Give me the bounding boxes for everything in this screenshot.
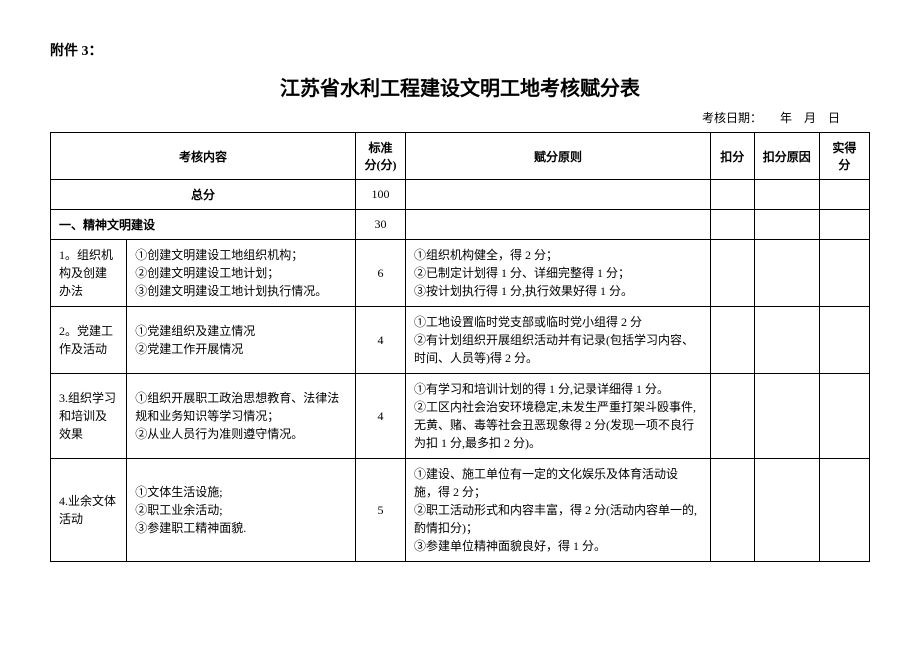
section-label: 一、精神文明建设 — [51, 210, 356, 240]
row-deduct — [710, 459, 754, 562]
header-deduct: 扣分 — [710, 133, 754, 180]
row-name: 3.组织学习和培训及效果 — [51, 374, 127, 459]
row-score: 6 — [355, 240, 405, 307]
total-actual — [819, 180, 869, 210]
header-standard: 标准分(分) — [355, 133, 405, 180]
row-content: ①党建组织及建立情况②党建工作开展情况 — [127, 307, 356, 374]
page-title: 江苏省水利工程建设文明工地考核赋分表 — [50, 72, 870, 101]
section-row: 一、精神文明建设 30 — [51, 210, 870, 240]
section-deduct — [710, 210, 754, 240]
table-row: 2。党建工作及活动 ①党建组织及建立情况②党建工作开展情况 4 ①工地设置临时党… — [51, 307, 870, 374]
row-deduct — [710, 240, 754, 307]
section-score: 30 — [355, 210, 405, 240]
row-name: 4.业余文体活动 — [51, 459, 127, 562]
row-principle: ①工地设置临时党支部或临时党小组得 2 分②有计划组织开展组织活动并有记录(包括… — [406, 307, 711, 374]
total-principle — [406, 180, 711, 210]
row-actual — [819, 374, 869, 459]
header-actual: 实得分 — [819, 133, 869, 180]
header-principle: 赋分原则 — [406, 133, 711, 180]
table-row: 4.业余文体活动 ①文体生活设施;②职工业余活动;③参建职工精神面貌. 5 ①建… — [51, 459, 870, 562]
section-actual — [819, 210, 869, 240]
row-name: 1。组织机构及创建办法 — [51, 240, 127, 307]
row-principle: ①有学习和培训计划的得 1 分,记录详细得 1 分。②工区内社会治安环境稳定,未… — [406, 374, 711, 459]
score-table: 考核内容 标准分(分) 赋分原则 扣分 扣分原因 实得分 总分 100 一、精神… — [50, 132, 870, 562]
section-reason — [754, 210, 819, 240]
row-name: 2。党建工作及活动 — [51, 307, 127, 374]
table-row: 1。组织机构及创建办法 ①创建文明建设工地组织机构；②创建文明建设工地计划；③创… — [51, 240, 870, 307]
row-content: ①文体生活设施;②职工业余活动;③参建职工精神面貌. — [127, 459, 356, 562]
row-actual — [819, 240, 869, 307]
row-deduct — [710, 307, 754, 374]
row-principle: ①建设、施工单位有一定的文化娱乐及体育活动设施，得 2 分；②职工活动形式和内容… — [406, 459, 711, 562]
row-principle: ①组织机构健全，得 2 分；②已制定计划得 1 分、详细完整得 1 分；③按计划… — [406, 240, 711, 307]
row-score: 4 — [355, 307, 405, 374]
row-reason — [754, 307, 819, 374]
section-principle — [406, 210, 711, 240]
total-reason — [754, 180, 819, 210]
row-score: 4 — [355, 374, 405, 459]
total-row: 总分 100 — [51, 180, 870, 210]
total-deduct — [710, 180, 754, 210]
date-line: 考核日期： 年 月 日 — [50, 109, 870, 126]
row-deduct — [710, 374, 754, 459]
row-score: 5 — [355, 459, 405, 562]
table-row: 3.组织学习和培训及效果 ①组织开展职工政治思想教育、法律法规和业务知识等学习情… — [51, 374, 870, 459]
row-content: ①组织开展职工政治思想教育、法律法规和业务知识等学习情况；②从业人员行为准则遵守… — [127, 374, 356, 459]
total-label: 总分 — [51, 180, 356, 210]
attachment-label: 附件 3： — [50, 40, 870, 60]
row-content: ①创建文明建设工地组织机构；②创建文明建设工地计划；③创建文明建设工地计划执行情… — [127, 240, 356, 307]
row-reason — [754, 459, 819, 562]
total-score: 100 — [355, 180, 405, 210]
row-actual — [819, 307, 869, 374]
row-actual — [819, 459, 869, 562]
header-content: 考核内容 — [51, 133, 356, 180]
header-row: 考核内容 标准分(分) 赋分原则 扣分 扣分原因 实得分 — [51, 133, 870, 180]
row-reason — [754, 240, 819, 307]
header-reason: 扣分原因 — [754, 133, 819, 180]
row-reason — [754, 374, 819, 459]
